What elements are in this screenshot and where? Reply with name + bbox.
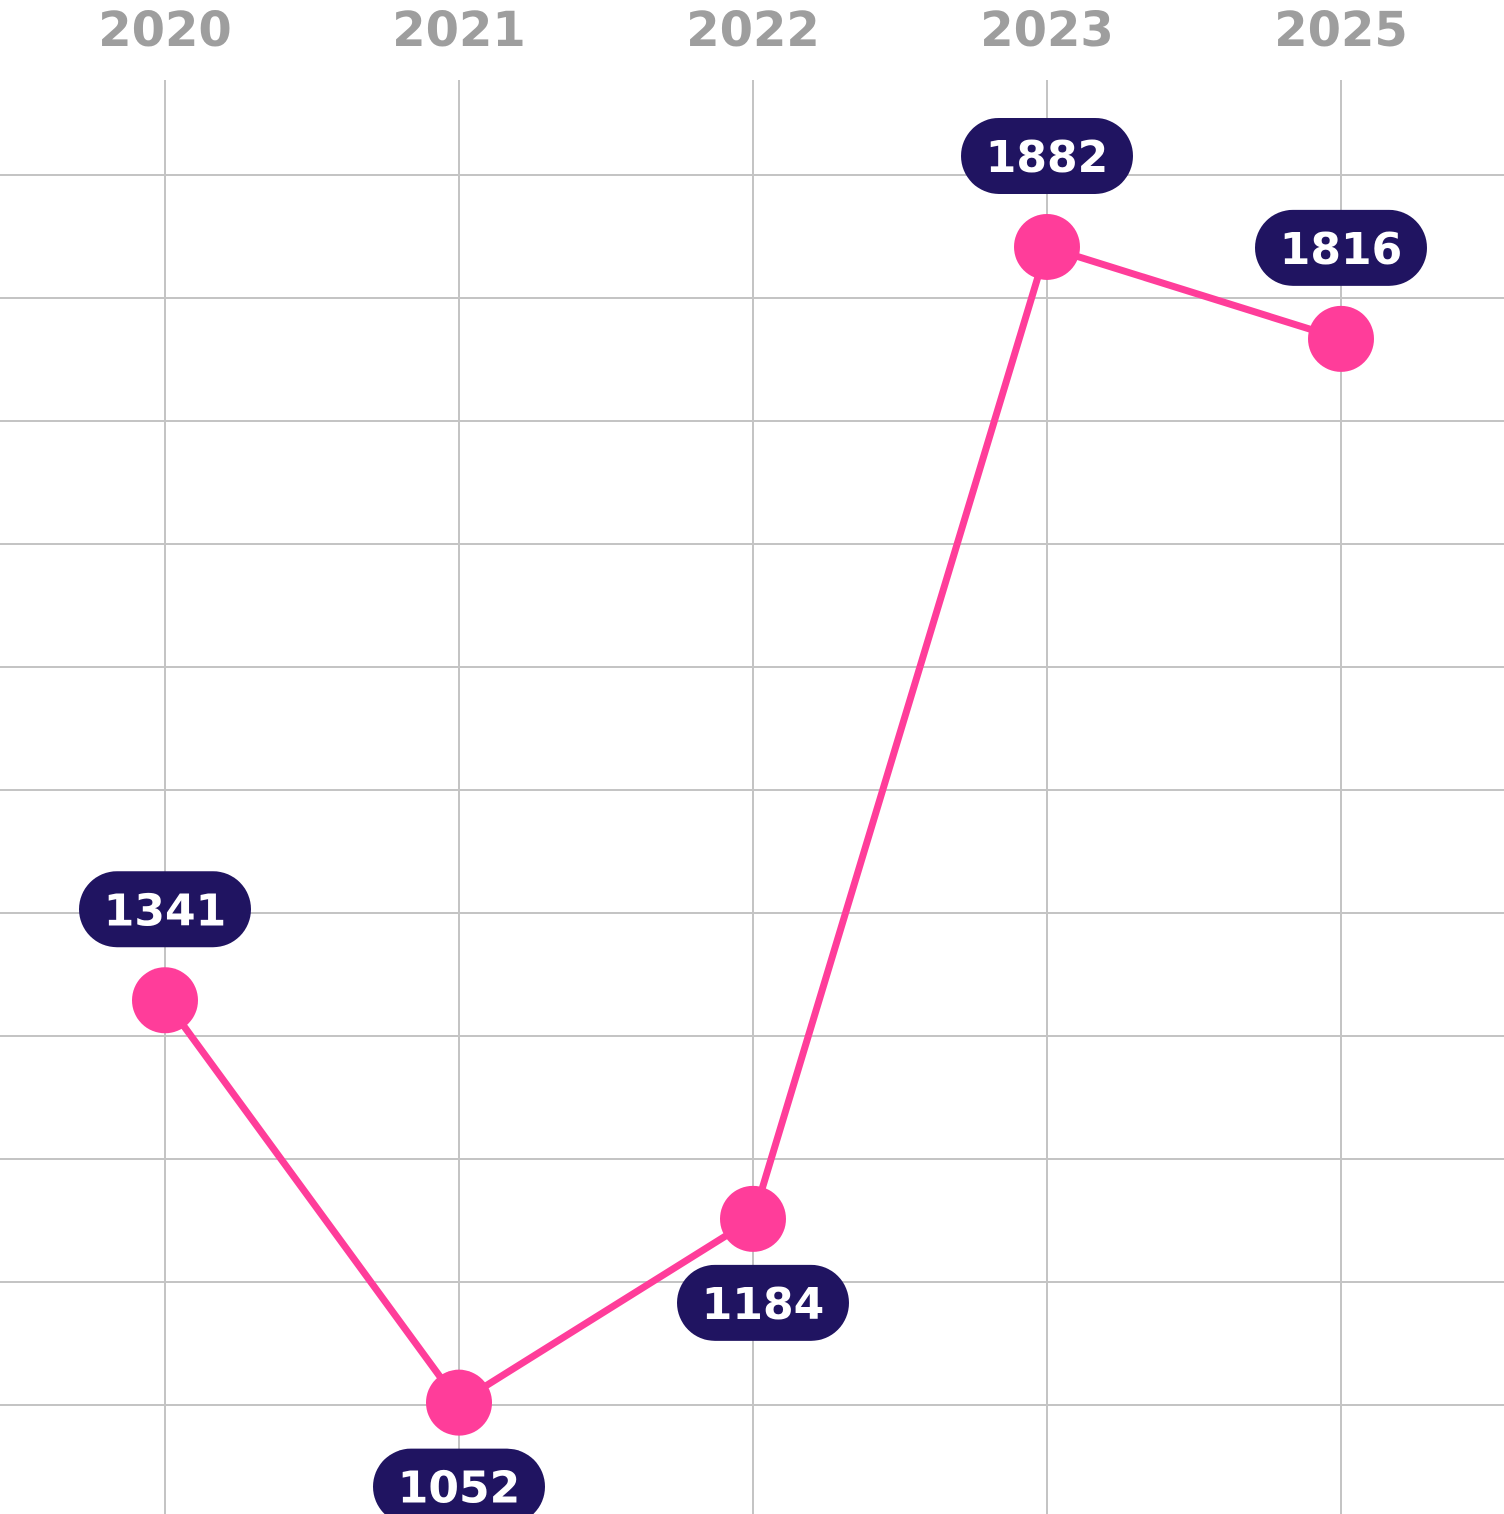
series-markers — [132, 213, 1374, 1436]
data-label: 1816 — [1255, 209, 1427, 286]
data-label-background — [677, 1264, 849, 1341]
data-label-background — [79, 871, 251, 948]
series-lines — [161, 243, 1345, 1407]
data-label-background — [961, 117, 1133, 194]
series-line-segment — [161, 996, 463, 1407]
data-point-marker — [426, 1369, 492, 1436]
data-point-marker — [132, 967, 198, 1034]
data-label-background — [1255, 209, 1427, 286]
data-label: 1184 — [677, 1264, 849, 1341]
series-line-segment — [749, 243, 1051, 1223]
series-line-segment — [1043, 243, 1345, 343]
series-line-segment — [455, 1215, 757, 1407]
x-tick-label: 2022 — [686, 2, 820, 58]
data-point-marker — [1014, 213, 1080, 280]
data-label: 1882 — [961, 117, 1133, 194]
data-label-text: 1882 — [986, 132, 1108, 183]
x-tick-label: 2023 — [980, 2, 1114, 58]
data-labels: 1341 1052 1184 1882 1816 — [79, 117, 1427, 1514]
x-tick-label: 2020 — [98, 2, 232, 58]
x-axis-tick-labels: 2020 2021 2022 2023 2025 — [98, 2, 1408, 58]
data-label-text: 1052 — [398, 1463, 520, 1514]
x-tick-label: 2025 — [1274, 2, 1408, 58]
data-label-text: 1341 — [104, 885, 226, 936]
data-point-marker — [1308, 305, 1374, 372]
data-label-text: 1184 — [702, 1279, 824, 1330]
data-label-background — [373, 1448, 545, 1514]
data-label-text: 1816 — [1280, 224, 1402, 275]
data-label: 1052 — [373, 1448, 545, 1514]
data-label: 1341 — [79, 871, 251, 948]
data-point-marker — [720, 1185, 786, 1252]
x-tick-label: 2021 — [392, 2, 526, 58]
